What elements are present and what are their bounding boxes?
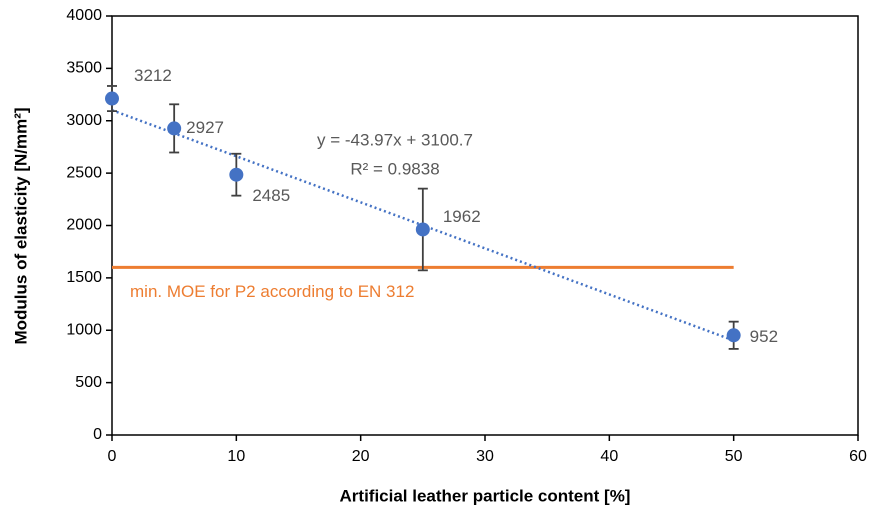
y-tick-label: 3000 [66, 112, 102, 129]
data-label: 2927 [186, 118, 224, 137]
y-tick-label: 500 [75, 374, 102, 391]
data-point [229, 167, 244, 182]
data-point [415, 222, 430, 237]
x-axis-title: Artificial leather particle content [%] [340, 486, 631, 505]
data-label: 2485 [252, 186, 290, 205]
x-tick-label: 40 [600, 448, 618, 465]
data-point [167, 121, 182, 136]
y-tick-label: 2500 [66, 164, 102, 181]
data-point [726, 328, 741, 343]
y-axis-title: Modulus of elasticity [N/mm²] [11, 107, 30, 344]
x-tick-label: 20 [352, 448, 370, 465]
x-tick-label: 30 [476, 448, 494, 465]
trendline-equation: y = -43.97x + 3100.7 [317, 130, 473, 149]
plot-frame [111, 15, 859, 436]
y-tick-label: 2000 [66, 217, 102, 234]
reference-label: min. MOE for P2 according to EN 312 [130, 282, 414, 301]
data-point [105, 91, 119, 106]
y-tick-label: 1000 [66, 321, 102, 338]
y-tick-label: 1500 [66, 269, 102, 286]
y-tick-label: 0 [93, 426, 102, 443]
y-tick-label: 3500 [66, 60, 102, 77]
x-tick-label: 60 [849, 448, 867, 465]
data-label: 3212 [134, 66, 172, 85]
x-tick-label: 50 [725, 448, 743, 465]
x-tick-label: 10 [227, 448, 245, 465]
data-label: 952 [750, 327, 778, 346]
trendline-r2: R² = 0.9838 [350, 159, 439, 178]
data-label: 1962 [443, 207, 481, 226]
y-tick-label: 4000 [66, 7, 102, 24]
x-tick-label: 0 [108, 448, 117, 465]
